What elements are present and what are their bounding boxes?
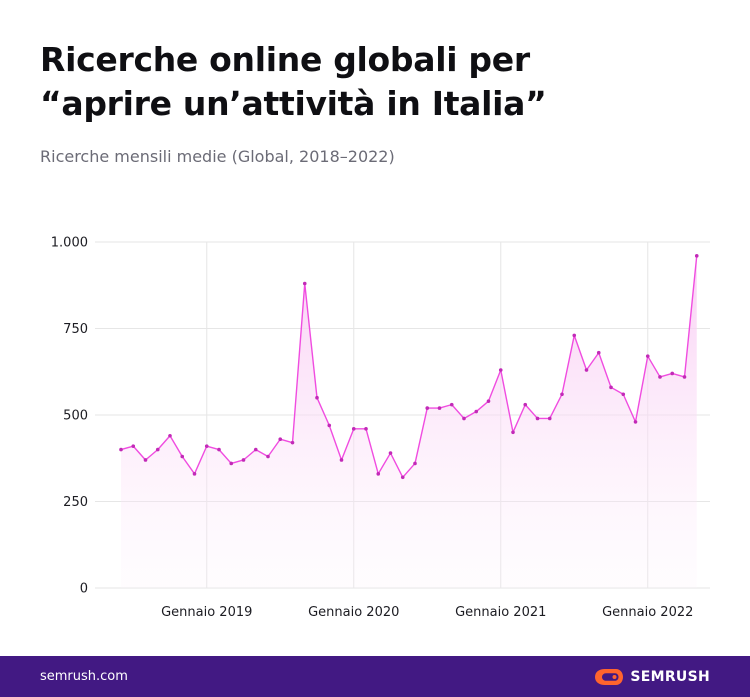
- title-line-2: “aprire un’attività in Italia”: [40, 84, 547, 123]
- data-point-38: [584, 368, 589, 372]
- x-tick-label-3: Gennaio 2022: [602, 605, 693, 620]
- data-point-16: [315, 395, 319, 400]
- data-point-33: [523, 402, 528, 407]
- data-point-36: [560, 392, 564, 397]
- data-point-32: [511, 430, 515, 435]
- data-point-2: [143, 458, 148, 462]
- data-point-26: [437, 406, 442, 410]
- data-points: [119, 254, 699, 480]
- area-chart: 0 250 500 750 1.000 Gennaio 2019 Gennaio 2020 G…: [51, 236, 710, 621]
- page-title: Ricerche online globali per “aprire un’a…: [40, 38, 720, 126]
- data-point-0: [119, 447, 123, 452]
- data-point-47: [694, 254, 699, 258]
- data-point-8: [217, 447, 221, 452]
- data-point-19: [351, 427, 356, 431]
- y-tick-label-3: 750: [63, 322, 88, 337]
- data-point-21: [376, 472, 381, 476]
- series-line-path: [120, 255, 698, 478]
- x-tick-label-1: Gennaio 2020: [308, 605, 399, 620]
- data-point-41: [621, 392, 626, 397]
- data-point-9: [229, 461, 234, 466]
- data-point-44: [658, 375, 662, 379]
- data-point-22: [388, 451, 393, 455]
- data-point-1: [131, 444, 136, 448]
- y-tick-label-2: 500: [63, 409, 88, 424]
- data-point-10: [241, 458, 246, 462]
- data-point-25: [425, 406, 430, 410]
- data-point-31: [498, 368, 503, 372]
- data-point-29: [474, 409, 479, 414]
- data-point-15: [302, 281, 307, 286]
- data-point-34: [535, 416, 540, 421]
- area-fill: [121, 255, 697, 588]
- data-point-17: [327, 423, 332, 428]
- area-fill-path: [121, 255, 697, 588]
- data-point-5: [180, 454, 185, 459]
- data-point-37: [572, 333, 577, 338]
- data-point-23: [400, 475, 405, 480]
- data-point-35: [547, 416, 552, 421]
- data-point-40: [609, 385, 613, 390]
- axis-labels: 0 250 500 750 1.000 Gennaio 2019 Gennaio 2020 G…: [51, 236, 694, 621]
- chart-subtitle: Ricerche mensili medie (Global, 2018–202…: [40, 147, 395, 166]
- footer-bar: semrush.com SEMRUSH: [0, 656, 750, 697]
- x-tick-label-2: Gennaio 2021: [455, 605, 546, 620]
- data-point-4: [168, 433, 172, 438]
- data-point-28: [462, 416, 466, 421]
- data-point-27: [449, 402, 454, 407]
- data-point-43: [645, 354, 650, 358]
- semrush-logo-icon: [595, 668, 624, 685]
- y-tick-label-4: 1.000: [51, 236, 88, 251]
- data-point-11: [253, 447, 258, 452]
- data-point-3: [155, 447, 160, 452]
- x-tick-label-0: Gennaio 2019: [161, 605, 252, 620]
- data-point-24: [413, 461, 417, 466]
- data-point-39: [596, 350, 601, 355]
- data-point-6: [192, 472, 197, 476]
- data-point-42: [633, 420, 638, 424]
- data-point-13: [278, 437, 283, 442]
- footer-url-link[interactable]: semrush.com: [40, 669, 128, 684]
- data-point-46: [682, 375, 687, 379]
- series-line: [120, 255, 698, 478]
- brand-name: SEMRUSH: [630, 668, 710, 685]
- data-point-45: [670, 371, 675, 376]
- brand-logo[interactable]: SEMRUSH: [594, 668, 710, 686]
- data-point-18: [339, 458, 344, 462]
- data-point-7: [204, 444, 209, 448]
- data-point-12: [266, 454, 270, 459]
- title-line-1: Ricerche online globali per: [40, 40, 530, 79]
- data-point-14: [290, 440, 295, 445]
- y-tick-label-0: 0: [80, 582, 88, 597]
- data-point-20: [364, 427, 368, 431]
- data-point-30: [486, 399, 491, 403]
- y-tick-label-1: 250: [63, 495, 88, 510]
